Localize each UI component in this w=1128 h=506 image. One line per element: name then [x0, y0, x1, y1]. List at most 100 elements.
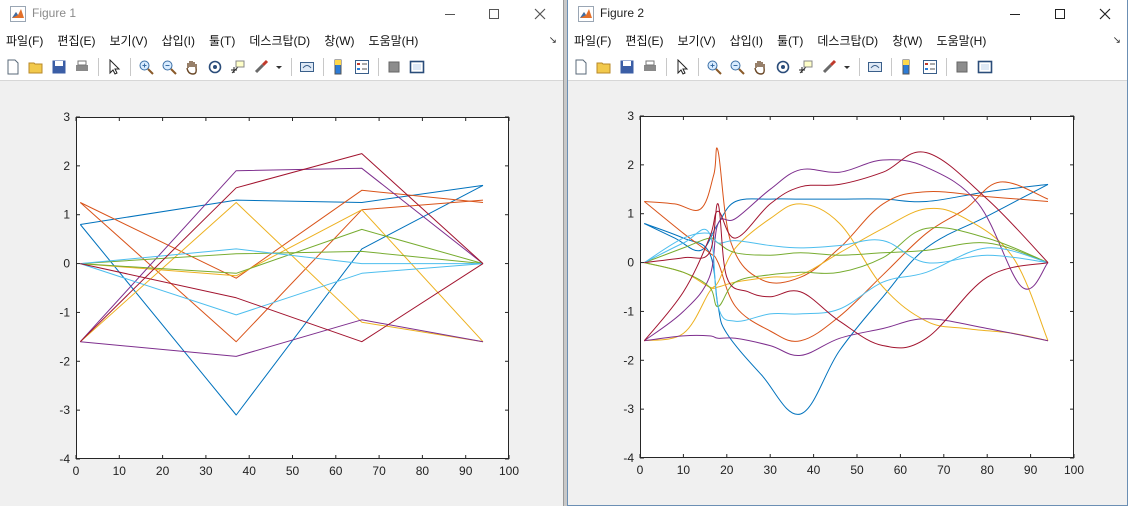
colorbar-button[interactable]	[898, 58, 916, 76]
link-plot-button[interactable]	[866, 58, 884, 76]
legend-button[interactable]	[921, 58, 939, 76]
menu-window[interactable]: 창(W)	[892, 33, 923, 48]
menu-file[interactable]: 파일(F)	[6, 33, 44, 48]
menu-view[interactable]: 보기(V)	[677, 33, 716, 48]
colorbar-icon	[902, 59, 910, 74]
folder-icon	[28, 62, 43, 73]
save-icon	[620, 60, 634, 73]
menu-insert[interactable]: 삽입(I)	[729, 33, 763, 48]
close-button[interactable]	[1083, 0, 1127, 27]
menu-insert[interactable]: 삽입(I)	[161, 33, 195, 48]
maximize-button[interactable]	[1038, 0, 1082, 27]
matlab-logo-icon	[578, 6, 594, 22]
y-tick-label: 2	[627, 158, 634, 172]
edit-plot-button[interactable]	[673, 58, 691, 76]
series-line-13	[80, 263, 484, 343]
menu-desktop[interactable]: 데스크탑(D)	[817, 33, 879, 48]
save-button[interactable]	[50, 58, 68, 76]
minimize-button[interactable]	[428, 0, 472, 27]
pan-button[interactable]	[751, 58, 769, 76]
menu-bar: 파일(F) 편집(E) 보기(V) 삽입(I) 툴(T) 데스크탑(D) 창(W…	[568, 27, 1127, 53]
maximize-icon	[1055, 8, 1065, 19]
link-plot-button[interactable]	[298, 58, 316, 76]
data-cursor-button[interactable]	[797, 58, 815, 76]
new-file-icon	[7, 59, 19, 74]
show-plot-tools-button[interactable]	[976, 58, 994, 76]
open-file-button[interactable]	[27, 58, 45, 76]
chevron-down-icon	[276, 65, 282, 69]
figure-toolbar	[568, 53, 1127, 81]
series-line-8	[644, 227, 1049, 307]
toolbar-separator	[859, 57, 860, 76]
series-line-12	[643, 151, 1049, 342]
colorbar-button[interactable]	[330, 58, 348, 76]
legend-button[interactable]	[353, 58, 371, 76]
dock-arrow-icon[interactable]: ↘	[548, 35, 557, 46]
series-line-1	[644, 183, 1049, 252]
plot-area	[76, 117, 509, 459]
pan-button[interactable]	[183, 58, 201, 76]
series-line-2	[80, 189, 484, 279]
x-tick-label: 30	[764, 463, 778, 477]
brush-icon	[822, 59, 837, 73]
rotate-button[interactable]	[206, 58, 224, 76]
brush-dropdown[interactable]	[275, 58, 283, 76]
menu-tools[interactable]: 툴(T)	[776, 33, 804, 48]
new-figure-button[interactable]	[4, 58, 22, 76]
menu-desktop[interactable]: 데스크탑(D)	[249, 33, 311, 48]
print-button[interactable]	[641, 58, 659, 76]
data-cursor-button[interactable]	[229, 58, 247, 76]
new-figure-button[interactable]	[572, 58, 590, 76]
y-tick-label: 1	[627, 207, 634, 221]
hide-plot-tools-button[interactable]	[953, 58, 971, 76]
menu-help[interactable]: 도움말(H)	[936, 33, 987, 48]
y-tick-label: 2	[63, 159, 70, 173]
menu-tools[interactable]: 툴(T)	[208, 33, 236, 48]
zoom-out-button[interactable]	[160, 58, 178, 76]
hide-tools-icon	[956, 61, 968, 72]
zoom-out-button[interactable]	[728, 58, 746, 76]
menu-edit[interactable]: 편집(E)	[57, 33, 96, 48]
zoom-in-button[interactable]	[705, 58, 723, 76]
show-plot-tools-button[interactable]	[408, 58, 426, 76]
y-tick-label: -1	[623, 304, 634, 318]
figure-toolbar	[0, 53, 563, 81]
zoom-in-button[interactable]	[137, 58, 155, 76]
series-line-7	[644, 318, 1049, 356]
menu-view[interactable]: 보기(V)	[109, 33, 148, 48]
menu-file[interactable]: 파일(F)	[574, 33, 612, 48]
x-tick-label: 40	[807, 463, 821, 477]
series-line-2	[644, 147, 1049, 284]
rotate-button[interactable]	[774, 58, 792, 76]
brush-button[interactable]	[820, 58, 838, 76]
toolbar-separator	[891, 57, 892, 76]
zoom-in-icon	[707, 60, 722, 75]
title-bar[interactable]: Figure 2	[568, 0, 1127, 27]
brush-button[interactable]	[252, 58, 270, 76]
open-file-button[interactable]	[595, 58, 613, 76]
series-line-0	[79, 184, 484, 416]
x-tick-label: 100	[1064, 463, 1084, 477]
title-bar[interactable]: Figure 1	[0, 0, 563, 27]
maximize-icon	[489, 8, 499, 19]
x-tick-label: 10	[677, 463, 691, 477]
new-file-icon	[575, 59, 587, 74]
menu-window[interactable]: 창(W)	[324, 33, 355, 48]
menu-edit[interactable]: 편집(E)	[625, 33, 664, 48]
hide-plot-tools-button[interactable]	[385, 58, 403, 76]
series-line-13	[644, 203, 1049, 349]
brush-dropdown[interactable]	[843, 58, 851, 76]
print-button[interactable]	[73, 58, 91, 76]
dock-arrow-icon[interactable]: ↘	[1112, 35, 1121, 46]
close-button[interactable]	[518, 0, 562, 27]
maximize-button[interactable]	[472, 0, 516, 27]
edit-plot-button[interactable]	[105, 58, 123, 76]
x-tick-label: 80	[416, 464, 430, 478]
toolbar-separator	[698, 57, 699, 76]
menu-help[interactable]: 도움말(H)	[368, 33, 419, 48]
save-button[interactable]	[618, 58, 636, 76]
toolbar-separator	[378, 57, 379, 76]
minimize-button[interactable]	[993, 0, 1037, 27]
